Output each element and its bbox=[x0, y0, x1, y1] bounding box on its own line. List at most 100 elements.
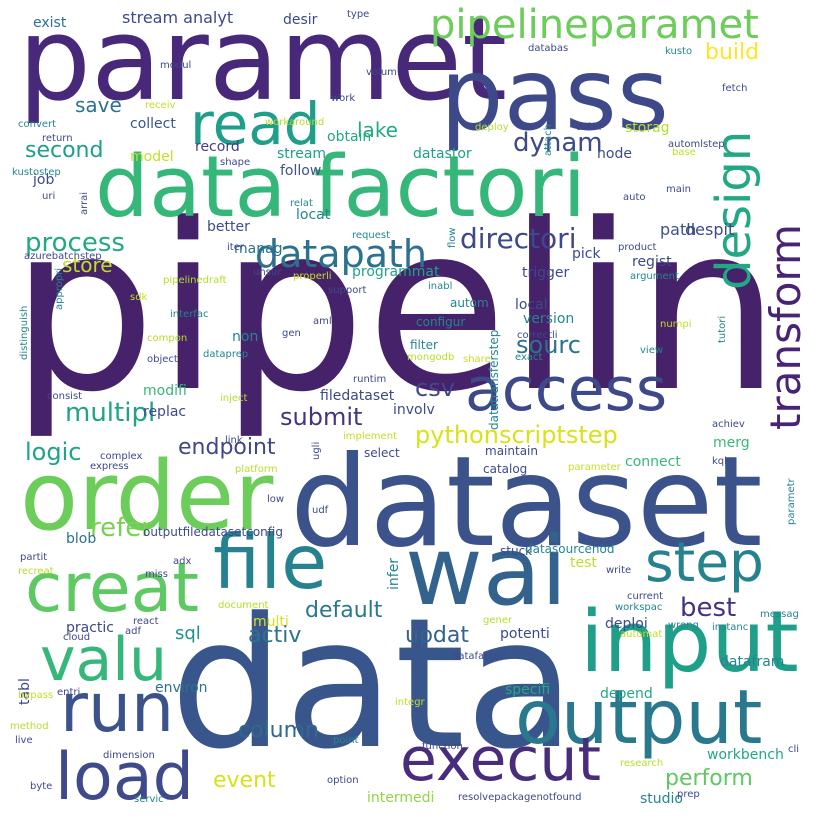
word: involv bbox=[393, 402, 435, 418]
word: integr bbox=[395, 697, 425, 708]
word: perform bbox=[665, 766, 753, 791]
word: endpoint bbox=[178, 435, 276, 460]
word: regist bbox=[632, 254, 672, 270]
word: servic bbox=[134, 794, 164, 805]
word: attach bbox=[543, 124, 554, 156]
word: uri bbox=[42, 191, 56, 202]
word: exact bbox=[515, 352, 543, 363]
word: complex bbox=[100, 451, 143, 462]
word: wai bbox=[405, 517, 568, 627]
word: data factori bbox=[95, 138, 587, 237]
word: volum bbox=[366, 67, 397, 78]
word: practic bbox=[66, 620, 114, 636]
word: non bbox=[232, 329, 259, 345]
word: programmat bbox=[352, 264, 440, 280]
word: outputfiledatasetconfig bbox=[143, 525, 283, 539]
word: prep bbox=[677, 789, 700, 800]
word: databas bbox=[528, 43, 569, 54]
word: bypass bbox=[18, 690, 54, 701]
word: step bbox=[645, 530, 764, 594]
word: data bbox=[170, 580, 576, 789]
word: updat bbox=[405, 623, 469, 648]
word: numpi bbox=[660, 319, 692, 330]
word: depend bbox=[600, 686, 653, 702]
word: select bbox=[364, 446, 400, 460]
word: interfac bbox=[170, 309, 209, 320]
word: lake bbox=[357, 118, 398, 142]
word: work bbox=[331, 93, 356, 104]
word: datasourcenod bbox=[525, 542, 615, 556]
word: option bbox=[327, 775, 359, 786]
word: local bbox=[515, 297, 548, 313]
word: order bbox=[20, 442, 274, 552]
word: correctli bbox=[517, 330, 558, 341]
word: stuck bbox=[500, 544, 533, 558]
word: locat bbox=[296, 207, 331, 223]
word: follow bbox=[280, 163, 322, 179]
word: storag bbox=[625, 120, 670, 136]
word: submit bbox=[280, 403, 363, 431]
word: runtim bbox=[353, 374, 387, 385]
word: entri bbox=[57, 687, 81, 698]
word: load bbox=[55, 740, 194, 815]
word: live bbox=[15, 735, 33, 746]
word: resolvepackagenotfound bbox=[458, 792, 582, 803]
word: shape bbox=[220, 157, 251, 168]
word: aml bbox=[313, 316, 332, 327]
word: despit bbox=[685, 220, 735, 239]
word: messag bbox=[760, 609, 799, 620]
word: build bbox=[705, 40, 760, 65]
word: environ bbox=[155, 680, 208, 696]
word: view bbox=[640, 345, 664, 356]
word: refer bbox=[90, 513, 152, 543]
word: cli bbox=[788, 744, 800, 755]
word: automlstep bbox=[668, 139, 725, 150]
word: datafram bbox=[720, 654, 785, 670]
word: workspac bbox=[615, 602, 663, 613]
word: research bbox=[620, 758, 664, 769]
word: achiev bbox=[712, 419, 745, 430]
word: trigger bbox=[522, 265, 570, 281]
word: path bbox=[660, 220, 697, 239]
word: pass bbox=[440, 36, 669, 153]
word: model bbox=[130, 149, 174, 165]
word: node bbox=[597, 146, 632, 162]
word: desir bbox=[283, 12, 318, 28]
word: compon bbox=[147, 333, 188, 344]
word: express bbox=[90, 461, 129, 472]
word: process bbox=[25, 228, 125, 258]
word: inject bbox=[220, 393, 248, 404]
word: version bbox=[523, 311, 575, 327]
word: arrai bbox=[79, 191, 90, 215]
word: second bbox=[25, 138, 104, 163]
word: filedataset bbox=[320, 388, 395, 404]
word: wrong bbox=[668, 620, 699, 631]
word: distinguish bbox=[19, 305, 30, 360]
word: pipelinedraft bbox=[163, 275, 227, 286]
word: merg bbox=[713, 435, 750, 451]
word: stream bbox=[277, 146, 327, 162]
word: convert bbox=[18, 119, 57, 130]
word: partit bbox=[20, 552, 48, 563]
word: adf bbox=[125, 626, 141, 637]
word: manag bbox=[234, 241, 283, 257]
word: react bbox=[133, 616, 159, 627]
word: transform bbox=[761, 224, 810, 430]
word: write bbox=[606, 565, 632, 576]
word: obtain bbox=[327, 129, 372, 145]
word: properli bbox=[293, 271, 332, 282]
word: workbench bbox=[707, 747, 784, 763]
word: configur bbox=[416, 315, 466, 329]
word: modul bbox=[160, 60, 192, 71]
word: workaround bbox=[265, 117, 325, 128]
word: adx bbox=[173, 556, 192, 567]
word: relat bbox=[290, 198, 313, 209]
word: catalog bbox=[483, 462, 528, 476]
word: request bbox=[352, 230, 391, 241]
word: function bbox=[422, 741, 463, 752]
word: modifi bbox=[143, 383, 187, 399]
word: run bbox=[60, 669, 175, 748]
word: better bbox=[207, 219, 250, 235]
word: file bbox=[213, 518, 328, 606]
